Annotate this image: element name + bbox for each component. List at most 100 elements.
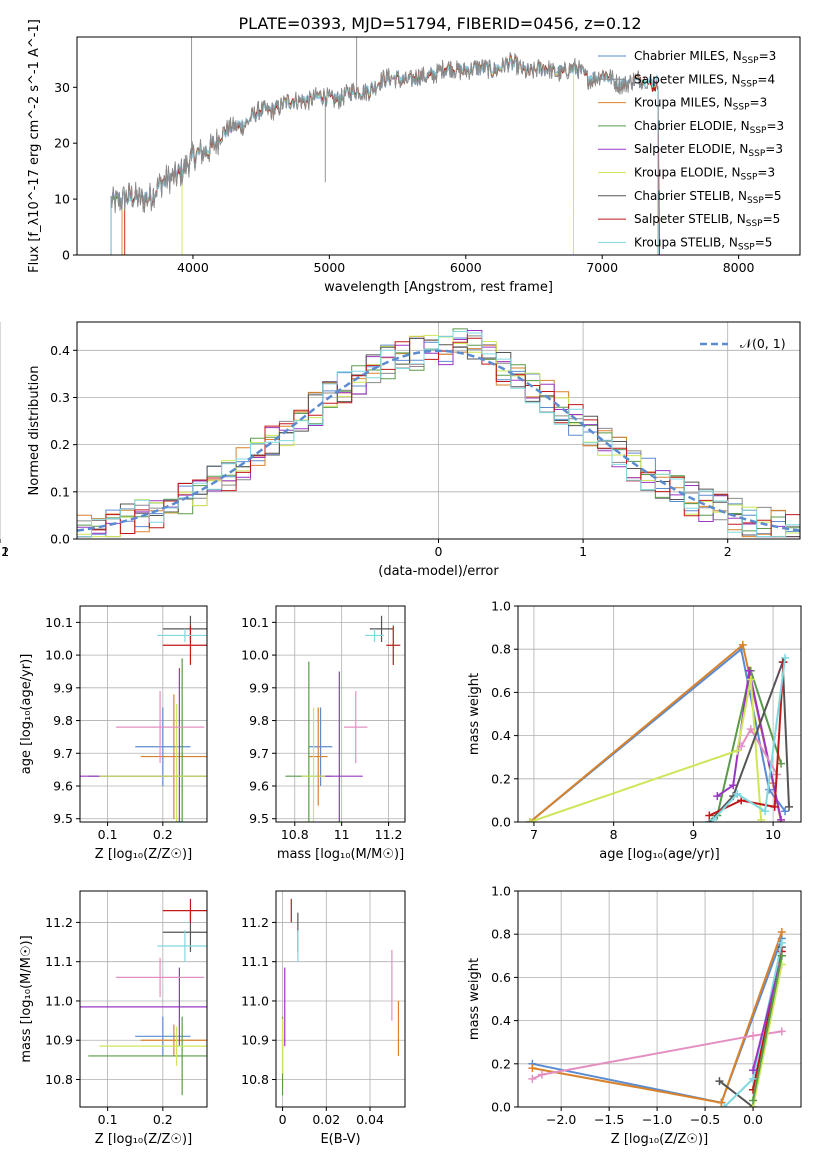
weight-marker xyxy=(733,746,742,755)
x-axis-label: E(B-V) xyxy=(320,1132,360,1147)
weight-marker xyxy=(749,1074,758,1083)
panel-mass_vs_Z: 0.1 0.2 10.8 10.9 11.0 11.1 11.2 Z [log₁₀(Z/Z☉)… xyxy=(19,890,208,1147)
weight-marker xyxy=(720,1103,729,1107)
legend-label-tail: =3 xyxy=(766,119,784,133)
legend-entry-label: Kroupa MILES, NSSP=3 xyxy=(634,96,767,113)
weight-marker xyxy=(777,938,786,947)
x-tick-label: 0 xyxy=(279,1112,287,1127)
axes-frame xyxy=(76,36,801,256)
y-tick-label: 11.2 xyxy=(241,915,269,930)
weight-marker xyxy=(746,675,755,684)
legend-entry-label: Chabrier STELIB, NSSP=5 xyxy=(634,189,782,206)
y-tick-label: 0.8 xyxy=(491,642,511,657)
x-tick-label: −0.5 xyxy=(690,1112,720,1127)
weight-series-line xyxy=(529,679,763,822)
x-tick-label: 0.04 xyxy=(356,1112,384,1127)
weight-marker xyxy=(777,1027,786,1036)
legend-entry-label: Salpeter STELIB, NSSP=5 xyxy=(634,212,780,229)
y-tick-label: 11.1 xyxy=(241,954,269,969)
legend-label-tail: =3 xyxy=(750,96,768,110)
legend-label-sub: SSP xyxy=(747,196,764,206)
y-tick-label: 9.8 xyxy=(249,713,269,728)
weight-marker xyxy=(705,811,714,820)
legend-label-sub: SSP xyxy=(741,79,758,89)
y-tick-label: 0.6 xyxy=(491,970,511,985)
x-axis-label: Z [log₁₀(Z/Z☉)] xyxy=(95,1132,192,1147)
weight-marker xyxy=(749,1031,758,1040)
legend-entry-label: Chabrier ELODIE, NSSP=3 xyxy=(634,119,784,136)
legend-label-tail: =3 xyxy=(757,166,775,180)
y-tick-label: 0.2 xyxy=(50,437,70,452)
x-axis-label: (data-model)/error xyxy=(378,564,499,579)
errorbar-group xyxy=(80,615,207,822)
legend-label-tail: =5 xyxy=(755,235,773,249)
weight-marker xyxy=(777,951,786,960)
weight-marker xyxy=(770,802,779,811)
y-tick-label: 11.0 xyxy=(241,993,269,1008)
figure-title: PLATE=0393, MJD=51794, FIBERID=0456, z=0… xyxy=(238,14,641,33)
x-tick-label: −1.0 xyxy=(642,1112,672,1127)
legend-label-sub: SSP xyxy=(742,56,759,66)
panel-residual_histogram: −2−1 0 1 2 0.0 0.1 0.2 0.3 0.4 (data-model)/error… xyxy=(0,321,801,579)
y-tick-label: 0.3 xyxy=(50,390,70,405)
y-tick-label: 9.7 xyxy=(53,746,73,761)
model-spectrum-line xyxy=(110,57,659,255)
weight-marker xyxy=(717,1098,726,1107)
observed-spectrum-line xyxy=(110,52,644,214)
histogram-series xyxy=(77,337,800,538)
legend-entry-label: Salpeter MILES, NSSP=4 xyxy=(634,72,775,89)
legend-label-text: Kroupa ELODIE, N xyxy=(634,166,741,180)
weight-marker xyxy=(737,742,746,751)
weight-marker xyxy=(715,1077,724,1086)
panel-weights_vs_Z: −2.0 −1.5 −1.0 −0.5 0.0 0.0 0.2 0.4 0.6 0.8 1.0 Z [… xyxy=(467,884,802,1147)
axes-frame xyxy=(275,605,406,823)
x-tick-label: 0.0 xyxy=(743,1112,763,1127)
x-axis-label: Z [log₁₀(Z/Z☉)] xyxy=(95,847,192,862)
panel-age_vs_Z: 0.1 0.2 9.5 9.6 9.7 9.8 9.9 10.0 10.1 Z [log₁₀(Z/… xyxy=(19,605,208,862)
x-axis-label: mass [log₁₀(M/M☉)] xyxy=(277,847,404,862)
y-tick-label: 9.7 xyxy=(249,746,269,761)
legend-label-text: Kroupa MILES, N xyxy=(634,96,733,110)
y-tick-label: 30 xyxy=(54,80,70,95)
y-tick-label: 0.4 xyxy=(50,343,70,358)
histogram-steps xyxy=(77,328,800,538)
y-axis-label: Normed distribution xyxy=(27,366,42,496)
y-tick-label: 10.9 xyxy=(241,1033,269,1048)
legend-label-tail: =5 xyxy=(763,212,781,226)
errorbar-group xyxy=(281,898,400,1096)
x-axis-label: Z [log₁₀(Z/Z☉)] xyxy=(611,1132,708,1147)
y-tick-label: 10.1 xyxy=(45,615,73,630)
legend-label-tail: =3 xyxy=(765,142,783,156)
legend-label-text: Salpeter MILES, N xyxy=(634,72,741,86)
weight-marker xyxy=(729,781,738,790)
weight-marker xyxy=(525,818,534,822)
axes-frame xyxy=(76,321,801,540)
legend-label-tail: =5 xyxy=(764,189,782,203)
weight-series-line xyxy=(752,955,783,1101)
axes-frame xyxy=(275,890,406,1108)
y-tick-label: 9.9 xyxy=(249,680,269,695)
weight-marker xyxy=(749,1066,758,1075)
x-tick-label: 11 xyxy=(334,827,350,842)
y-tick-label: 0.0 xyxy=(50,532,70,547)
panel-mass_vs_ebv: 0 0.02 0.04 10.8 10.9 11.0 11.1 11.2 E(B-V) xyxy=(241,890,406,1147)
y-tick-label: 10.8 xyxy=(241,1072,269,1087)
legend-label-tail: =4 xyxy=(757,72,775,86)
y-tick-label: 10.0 xyxy=(241,648,269,663)
x-tick-label: 4000 xyxy=(177,260,209,275)
weight-marker xyxy=(777,928,786,937)
weight-marker xyxy=(749,1096,758,1105)
y-axis-label: Flux [f_λ10^-17 erg cm^-2 s^-1 A^-1] xyxy=(27,19,42,273)
x-tick-label: 0.1 xyxy=(98,827,118,842)
legend-label-sub: SSP xyxy=(748,149,765,159)
y-tick-label: 0.4 xyxy=(491,1013,511,1028)
y-tick-label: 0.0 xyxy=(491,1100,511,1115)
panel-age_vs_mass: 10.8 11 11.2 9.5 9.6 9.7 9.8 9.9 10.0 10.1 mass [l… xyxy=(241,605,406,862)
x-axis-label: age [log₁₀(age/yr)] xyxy=(599,847,720,862)
weight-marker xyxy=(777,759,786,768)
y-tick-label: 10.0 xyxy=(45,648,73,663)
y-axis-label: mass weight xyxy=(467,958,482,1040)
x-tick-label: 1 xyxy=(579,544,587,559)
